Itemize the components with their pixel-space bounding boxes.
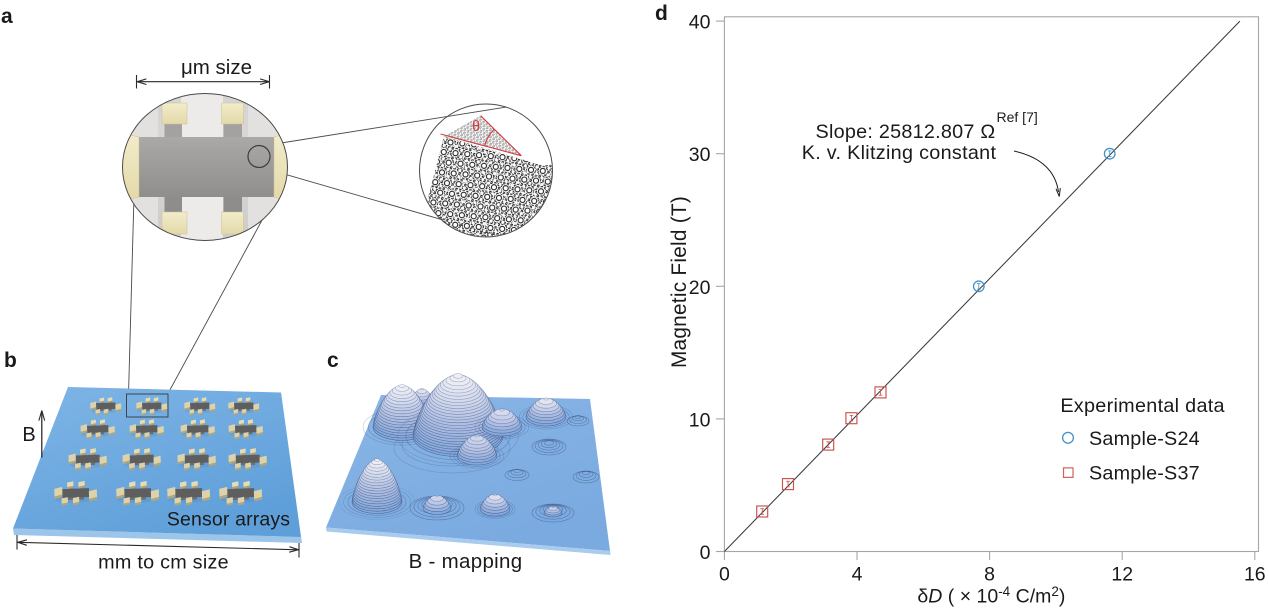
svg-text:d: d [655, 2, 668, 25]
svg-text:θ: θ [472, 119, 480, 135]
svg-text:mm to cm size: mm to cm size [98, 552, 229, 574]
svg-text:δD ( × 10-4 C/m2): δD ( × 10-4 C/m2) [917, 584, 1065, 608]
svg-text:0: 0 [719, 564, 730, 586]
svg-text:8: 8 [984, 564, 995, 586]
svg-text:16: 16 [1244, 564, 1266, 586]
svg-text:B - mapping: B - mapping [409, 550, 523, 573]
svg-text:Experimental data: Experimental data [1060, 395, 1225, 417]
svg-text:μm size: μm size [181, 56, 252, 79]
svg-text:Sensor arrays: Sensor arrays [167, 509, 290, 531]
svg-text:30: 30 [689, 144, 711, 166]
svg-text:12: 12 [1111, 564, 1133, 586]
svg-text:0: 0 [700, 542, 711, 564]
svg-text:B: B [22, 424, 35, 446]
svg-text:20: 20 [689, 277, 711, 299]
svg-text:Magnetic Field (T): Magnetic Field (T) [668, 196, 691, 368]
svg-text:10: 10 [689, 409, 711, 431]
svg-text:Ref [7]: Ref [7] [997, 109, 1038, 125]
svg-text:K. v. Klitzing constant: K. v. Klitzing constant [802, 142, 997, 164]
svg-text:4: 4 [852, 564, 863, 586]
svg-text:40: 40 [689, 12, 711, 34]
svg-text:a: a [1, 5, 13, 28]
svg-text:Sample-S24: Sample-S24 [1089, 428, 1200, 450]
svg-text:b: b [4, 349, 17, 372]
svg-text:Slope: 25812.807 Ω: Slope: 25812.807 Ω [816, 121, 996, 143]
svg-text:c: c [327, 349, 339, 372]
svg-text:Sample-S37: Sample-S37 [1089, 463, 1200, 485]
